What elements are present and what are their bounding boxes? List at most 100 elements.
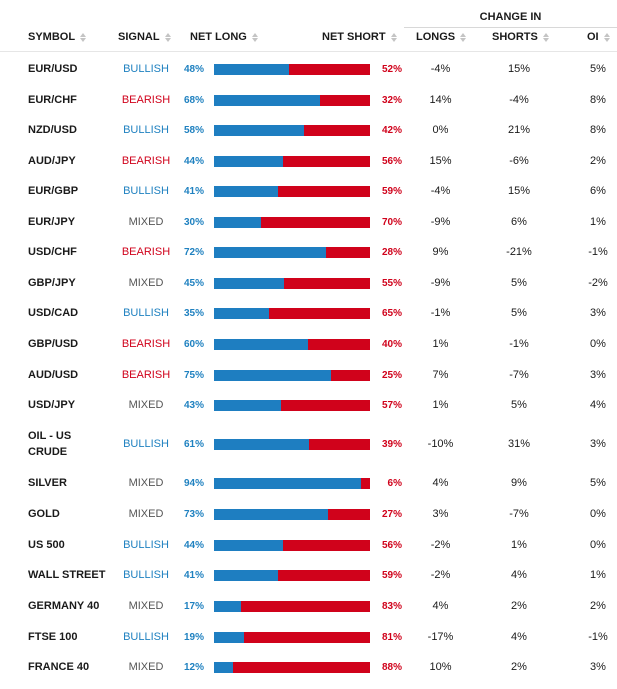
header-divider [0, 51, 617, 52]
signal-cell: BULLISH [123, 307, 169, 319]
signal-column-header[interactable]: SIGNAL [118, 31, 171, 43]
table-row[interactable]: USD/JPY MIXED 43% 57% 1% 5% 4% [0, 390, 617, 420]
long-short-ratio-bar [214, 125, 370, 136]
sort-icon [390, 32, 397, 42]
symbol-cell[interactable]: SILVER [28, 477, 67, 489]
net-long-cell: 17% [183, 600, 204, 612]
symbol-cell[interactable]: GBP/USD [28, 338, 79, 350]
oi-change-cell: 8% [590, 94, 606, 106]
table-row[interactable]: SILVER MIXED 94% 6% 4% 9% 5% [0, 468, 617, 498]
net-long-column-header[interactable]: NET LONG [190, 31, 258, 43]
table-row[interactable]: USD/CHF BEARISH 72% 28% 9% -21% -1% [0, 237, 617, 267]
shorts-change-cell: 15% [507, 185, 531, 197]
oi-change-cell: -1% [588, 246, 608, 258]
table-row[interactable]: EUR/CHF BEARISH 68% 32% 14% -4% 8% [0, 85, 617, 115]
long-fill [214, 400, 282, 411]
short-fill [282, 156, 370, 167]
net-long-cell: 58% [183, 124, 204, 136]
signal-cell: BEARISH [121, 246, 171, 258]
net-short-cell: 6% [387, 477, 402, 489]
symbol-cell[interactable]: USD/CHF [28, 246, 77, 258]
table-row[interactable]: GERMANY 40 MIXED 17% 83% 4% 2% 2% [0, 591, 617, 621]
table-row[interactable]: EUR/GBP BULLISH 41% 59% -4% 15% 6% [0, 176, 617, 206]
net-short-cell: 40% [381, 338, 402, 350]
symbol-cell[interactable]: FTSE 100 [28, 631, 78, 643]
symbol-cell[interactable]: GERMANY 40 [28, 600, 100, 612]
oi-header-label: OI [587, 31, 599, 43]
symbol-cell[interactable]: GOLD [28, 508, 60, 520]
symbol-cell[interactable]: USD/CAD [28, 307, 79, 319]
table-row[interactable]: EUR/JPY MIXED 30% 70% -9% 6% 1% [0, 207, 617, 237]
symbol-cell[interactable]: EUR/GBP [28, 185, 79, 197]
short-fill [240, 601, 370, 612]
table-row[interactable]: OIL - US CRUDE BULLISH 61% 39% -10% 31% … [0, 422, 617, 466]
table-row[interactable]: EUR/USD BULLISH 48% 52% -4% 15% 5% [0, 54, 617, 84]
net-short-cell: 59% [381, 569, 402, 581]
oi-change-cell: 5% [590, 477, 606, 489]
symbol-cell[interactable]: FRANCE 40 [28, 661, 90, 673]
long-short-ratio-bar [214, 278, 370, 289]
signal-cell: BEARISH [121, 94, 171, 106]
long-fill [214, 439, 310, 450]
shorts-change-cell: 21% [507, 124, 531, 136]
shorts-column-header[interactable]: SHORTS [492, 31, 549, 43]
long-short-ratio-bar [214, 570, 370, 581]
signal-cell: MIXED [128, 216, 164, 228]
table-row[interactable]: US 500 BULLISH 44% 56% -2% 1% 0% [0, 530, 617, 560]
long-short-ratio-bar [214, 540, 370, 551]
longs-change-cell: 9% [432, 246, 449, 258]
oi-change-cell: 5% [590, 63, 606, 75]
long-fill [214, 632, 244, 643]
symbol-cell[interactable]: EUR/JPY [28, 216, 76, 228]
oi-change-cell: -2% [588, 277, 608, 289]
net-long-cell: 35% [183, 307, 204, 319]
symbol-cell[interactable]: AUD/USD [28, 369, 79, 381]
long-fill [214, 509, 328, 520]
table-row[interactable]: USD/CAD BULLISH 35% 65% -1% 5% 3% [0, 298, 617, 328]
symbol-cell[interactable]: USD/JPY [28, 399, 76, 411]
net-short-cell: 70% [381, 216, 402, 228]
table-row[interactable]: GBP/USD BEARISH 60% 40% 1% -1% 0% [0, 329, 617, 359]
sort-icon [251, 32, 258, 42]
shorts-change-cell: -6% [509, 155, 529, 167]
net-short-cell: 27% [381, 508, 402, 520]
long-short-ratio-bar [214, 186, 370, 197]
table-row[interactable]: FRANCE 40 MIXED 12% 88% 10% 2% 3% [0, 652, 617, 682]
table-row[interactable]: AUD/USD BEARISH 75% 25% 7% -7% 3% [0, 360, 617, 390]
net-short-cell: 83% [381, 600, 402, 612]
oi-change-cell: 1% [590, 216, 606, 228]
table-row[interactable]: GBP/JPY MIXED 45% 55% -9% 5% -2% [0, 268, 617, 298]
change-in-label: CHANGE IN [479, 11, 542, 23]
longs-column-header[interactable]: LONGS [416, 31, 467, 43]
symbol-cell[interactable]: NZD/USD [28, 124, 77, 136]
oi-column-header[interactable]: OI [587, 31, 610, 43]
long-short-ratio-bar [214, 247, 370, 258]
table-row[interactable]: FTSE 100 BULLISH 19% 81% -17% 4% -1% [0, 622, 617, 652]
table-row[interactable]: NZD/USD BULLISH 58% 42% 0% 21% 8% [0, 115, 617, 145]
signal-cell: BULLISH [123, 539, 169, 551]
symbol-cell[interactable]: EUR/USD [28, 63, 78, 75]
table-row[interactable]: AUD/JPY BEARISH 44% 56% 15% -6% 2% [0, 146, 617, 176]
symbol-cell[interactable]: OIL - US CRUDE [28, 430, 72, 458]
symbol-cell[interactable]: WALL STREET [28, 569, 106, 581]
net-short-cell: 42% [381, 124, 402, 136]
short-fill [288, 64, 370, 75]
sort-icon [164, 32, 171, 42]
symbol-cell[interactable]: AUD/JPY [28, 155, 76, 167]
net-short-column-header[interactable]: NET SHORT [322, 31, 397, 43]
sort-icon [603, 32, 610, 42]
net-long-cell: 41% [183, 569, 204, 581]
signal-cell: MIXED [128, 508, 164, 520]
symbol-cell[interactable]: US 500 [28, 539, 65, 551]
shorts-change-cell: -4% [509, 94, 529, 106]
shorts-header-label: SHORTS [492, 31, 538, 43]
shorts-change-cell: 5% [511, 399, 527, 411]
net-long-cell: 30% [183, 216, 204, 228]
table-row[interactable]: WALL STREET BULLISH 41% 59% -2% 4% 1% [0, 560, 617, 590]
table-row[interactable]: GOLD MIXED 73% 27% 3% -7% 0% [0, 499, 617, 529]
symbol-column-header[interactable]: SYMBOL [28, 31, 87, 43]
oi-change-cell: 6% [590, 185, 606, 197]
symbol-cell[interactable]: GBP/JPY [28, 277, 76, 289]
symbol-cell[interactable]: EUR/CHF [28, 94, 77, 106]
short-fill [277, 186, 370, 197]
